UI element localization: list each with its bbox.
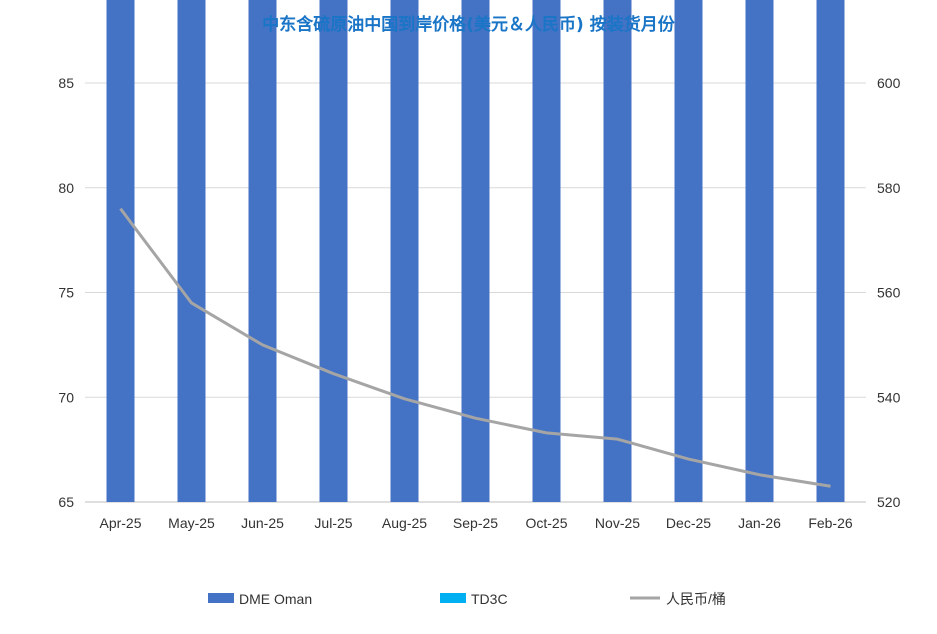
x-tick-label: Feb-26: [808, 515, 853, 531]
legend-swatch: [208, 593, 234, 603]
y-right-tick-label: 600: [877, 75, 901, 91]
bar-dme-oman: [390, 0, 419, 502]
bar-dme-oman: [319, 0, 348, 502]
line-rmb-per-barrel: [119, 207, 831, 488]
y-right-tick-label: 580: [877, 180, 901, 196]
bar-dme-oman: [603, 0, 632, 502]
bar-dme-oman: [674, 0, 703, 502]
bar-dme-oman: [532, 0, 561, 502]
x-tick-label: Sep-25: [453, 515, 498, 531]
x-tick-label: Aug-25: [382, 515, 427, 531]
bar-dme-oman: [177, 0, 206, 502]
legend-label: TD3C: [471, 591, 508, 607]
chart-title: 中东含硫原油中国到岸价格(美元＆人民币) 按装货月份: [262, 15, 675, 35]
x-tick-label: Jun-25: [241, 515, 284, 531]
y-right-tick-label: 540: [877, 389, 901, 405]
x-tick-label: Apr-25: [99, 515, 141, 531]
bar-dme-oman: [248, 0, 277, 502]
bar-dme-oman: [106, 0, 135, 502]
legend-label: 人民币/桶: [666, 591, 726, 607]
y-right-tick-label: 560: [877, 285, 901, 301]
y-left-tick-label: 80: [58, 180, 74, 196]
x-tick-label: Jul-25: [314, 515, 352, 531]
bar-dme-oman: [816, 0, 845, 502]
y-right-tick-label: 520: [877, 494, 901, 510]
y-left-tick-label: 65: [58, 494, 74, 510]
bar-dme-oman: [461, 0, 490, 502]
legend-label: DME Oman: [239, 591, 312, 607]
x-tick-label: Oct-25: [525, 515, 567, 531]
x-tick-label: Jan-26: [738, 515, 781, 531]
y-left-tick-label: 70: [58, 389, 74, 405]
y-left-tick-label: 75: [58, 285, 74, 301]
legend-swatch: [440, 593, 466, 603]
y-left-tick-label: 85: [58, 75, 74, 91]
x-tick-label: Dec-25: [666, 515, 711, 531]
bar-dme-oman: [745, 0, 774, 502]
x-tick-label: May-25: [168, 515, 215, 531]
x-tick-label: Nov-25: [595, 515, 640, 531]
